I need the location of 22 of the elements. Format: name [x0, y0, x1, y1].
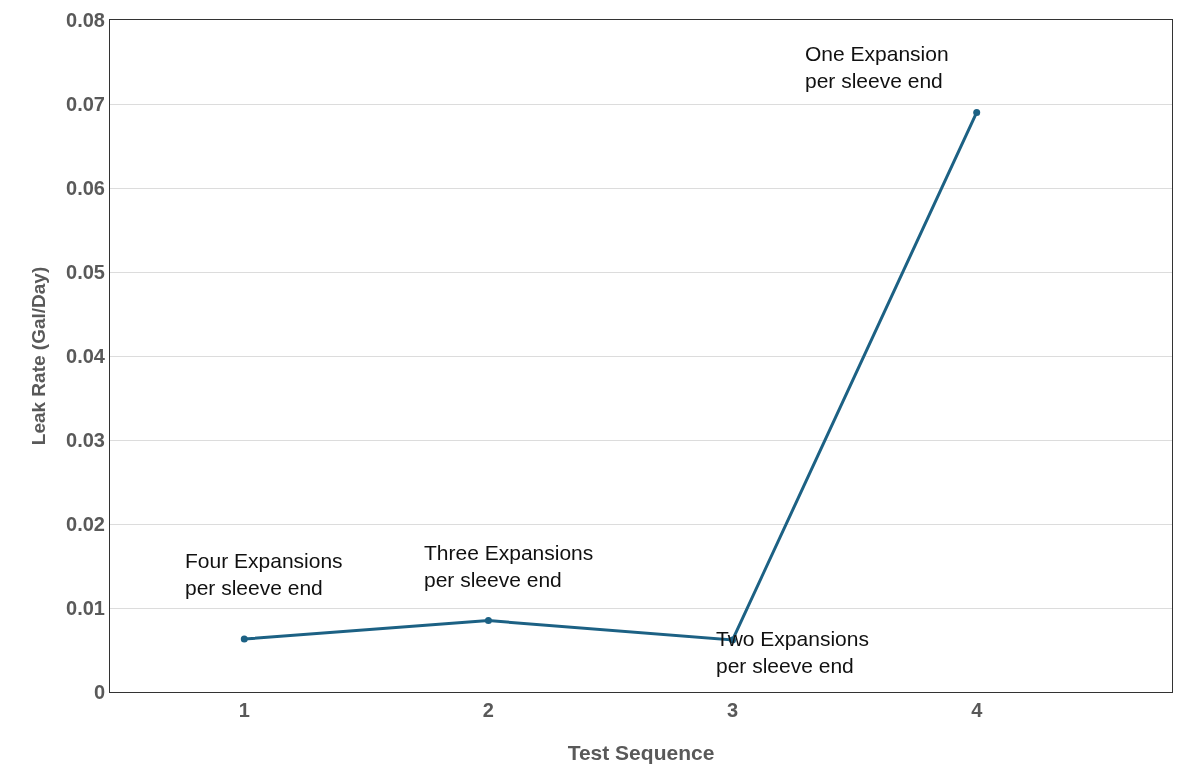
annotation: Two Expansions per sleeve end — [716, 627, 869, 678]
y-tick-label: 0.05 — [66, 261, 105, 283]
y-tick-label: 0.06 — [66, 177, 105, 199]
y-tick-label: 0.02 — [66, 513, 105, 535]
x-tick-label: 1 — [238, 699, 250, 721]
x-tick-label: 4 — [971, 699, 984, 721]
y-tick-label: 0.08 — [66, 9, 105, 31]
point — [973, 108, 981, 116]
y-tick-label: 0 — [93, 681, 105, 703]
point — [484, 617, 492, 625]
x-tick-label: 2 — [482, 699, 494, 721]
annotation: Four Expansions per sleeve end — [185, 549, 343, 600]
x-axis-title: Test Sequence — [567, 741, 715, 765]
point — [240, 635, 248, 643]
annotation: One Expansion per sleeve end — [805, 42, 949, 93]
y-tick-label: 0.04 — [66, 345, 106, 367]
x-tick-label: 3 — [726, 699, 739, 721]
y-tick-label: 0.03 — [66, 429, 105, 451]
y-axis-title: Leak Rate (Gal/Day) — [27, 266, 49, 446]
y-tick-label: 0.07 — [66, 93, 105, 115]
y-tick-label: 0.01 — [66, 597, 105, 619]
annotation: Three Expansions per sleeve end — [424, 541, 594, 592]
